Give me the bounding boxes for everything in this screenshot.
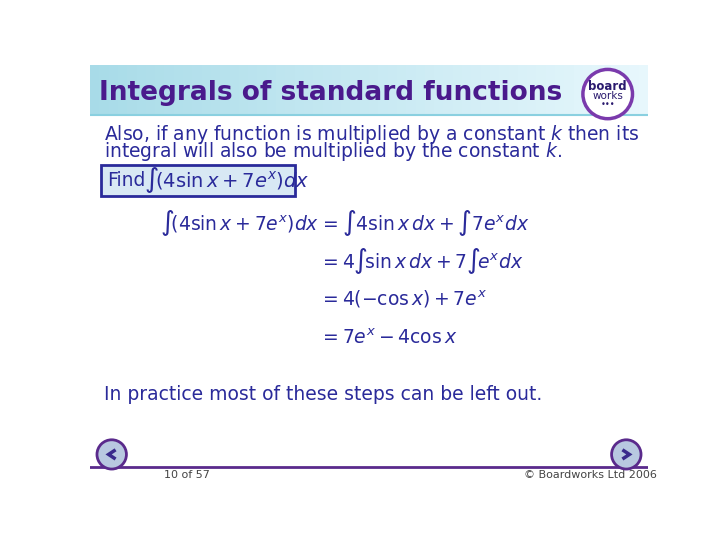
Polygon shape	[369, 65, 378, 115]
Text: $\int\!\left(4\sin x+7e^{x}\right)dx$: $\int\!\left(4\sin x+7e^{x}\right)dx$	[144, 165, 310, 195]
Polygon shape	[230, 65, 239, 115]
Polygon shape	[639, 65, 648, 115]
Polygon shape	[109, 65, 118, 115]
Polygon shape	[313, 65, 323, 115]
Polygon shape	[564, 65, 574, 115]
Polygon shape	[546, 65, 555, 115]
Text: works: works	[593, 91, 623, 100]
Text: $=7e^{x}-4\cos x$: $=7e^{x}-4\cos x$	[319, 328, 457, 348]
Polygon shape	[266, 65, 276, 115]
Polygon shape	[453, 65, 462, 115]
Polygon shape	[462, 65, 472, 115]
Text: © Boardworks Ltd 2006: © Boardworks Ltd 2006	[524, 470, 657, 480]
FancyBboxPatch shape	[101, 165, 294, 195]
Polygon shape	[499, 65, 508, 115]
Polygon shape	[527, 65, 536, 115]
Text: $=\int 4\sin x\,dx+\int 7e^{x}dx$: $=\int 4\sin x\,dx+\int 7e^{x}dx$	[319, 208, 529, 238]
Polygon shape	[593, 65, 601, 115]
Text: Find: Find	[107, 171, 145, 190]
Polygon shape	[332, 65, 341, 115]
Circle shape	[583, 70, 632, 119]
Polygon shape	[387, 65, 397, 115]
Polygon shape	[304, 65, 313, 115]
Polygon shape	[434, 65, 444, 115]
Polygon shape	[536, 65, 546, 115]
Text: $=4\int\!\sin x\,dx+7\int\! e^{x}dx$: $=4\int\!\sin x\,dx+7\int\! e^{x}dx$	[319, 246, 523, 276]
Polygon shape	[518, 65, 527, 115]
Polygon shape	[90, 65, 99, 115]
Polygon shape	[629, 65, 639, 115]
Polygon shape	[397, 65, 406, 115]
Text: integral will also be multiplied by the constant $k$.: integral will also be multiplied by the …	[104, 139, 562, 163]
Polygon shape	[294, 65, 304, 115]
Polygon shape	[285, 65, 294, 115]
Polygon shape	[137, 65, 145, 115]
Polygon shape	[415, 65, 425, 115]
Polygon shape	[127, 65, 137, 115]
Polygon shape	[555, 65, 564, 115]
Polygon shape	[183, 65, 192, 115]
Polygon shape	[155, 65, 164, 115]
Polygon shape	[323, 65, 332, 115]
Polygon shape	[574, 65, 583, 115]
Polygon shape	[481, 65, 490, 115]
Circle shape	[97, 440, 127, 469]
Polygon shape	[425, 65, 434, 115]
Polygon shape	[341, 65, 351, 115]
Polygon shape	[508, 65, 518, 115]
Polygon shape	[211, 65, 220, 115]
Text: board: board	[588, 80, 627, 93]
Polygon shape	[620, 65, 629, 115]
Text: 10 of 57: 10 of 57	[163, 470, 210, 480]
Polygon shape	[174, 65, 183, 115]
Text: $\int\!\left(4\sin x+7e^{x}\right)dx$: $\int\!\left(4\sin x+7e^{x}\right)dx$	[160, 208, 319, 238]
Polygon shape	[360, 65, 369, 115]
Text: Integrals of standard functions: Integrals of standard functions	[99, 79, 562, 105]
Polygon shape	[118, 65, 127, 115]
Circle shape	[611, 440, 641, 469]
Text: In practice most of these steps can be left out.: In practice most of these steps can be l…	[104, 385, 542, 404]
Polygon shape	[248, 65, 258, 115]
Polygon shape	[99, 65, 109, 115]
Polygon shape	[164, 65, 174, 115]
Polygon shape	[258, 65, 266, 115]
Polygon shape	[145, 65, 155, 115]
Text: •••: •••	[600, 99, 615, 109]
Polygon shape	[611, 65, 620, 115]
Polygon shape	[406, 65, 415, 115]
Polygon shape	[202, 65, 211, 115]
Polygon shape	[378, 65, 387, 115]
Polygon shape	[490, 65, 499, 115]
Polygon shape	[351, 65, 360, 115]
Polygon shape	[276, 65, 285, 115]
Polygon shape	[472, 65, 481, 115]
Polygon shape	[583, 65, 593, 115]
Polygon shape	[192, 65, 202, 115]
Polygon shape	[239, 65, 248, 115]
Polygon shape	[601, 65, 611, 115]
Polygon shape	[444, 65, 453, 115]
Text: Also, if any function is multiplied by a constant $k$ then its: Also, if any function is multiplied by a…	[104, 123, 639, 146]
Polygon shape	[220, 65, 230, 115]
Text: $=4(-\cos x)+7e^{x}$: $=4(-\cos x)+7e^{x}$	[319, 289, 487, 310]
